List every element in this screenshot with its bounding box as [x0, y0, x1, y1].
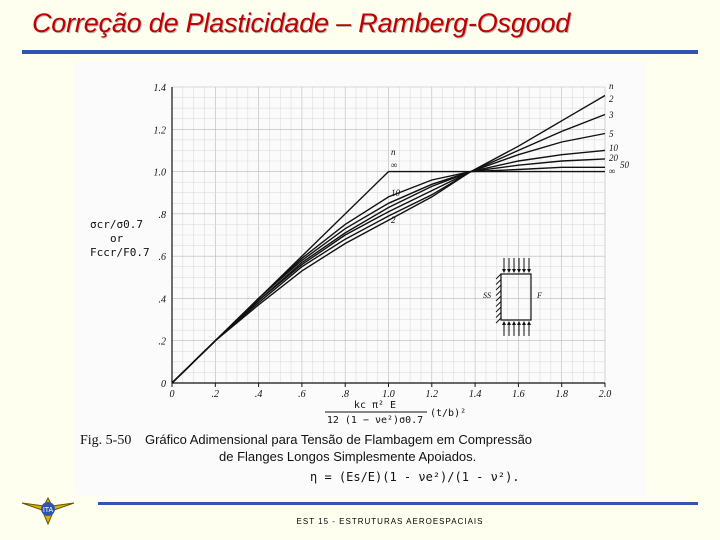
inset-support-hatch	[495, 279, 502, 285]
eta-formula: η = (Es/E)(1 - νe²)/(1 - ν²).	[310, 470, 520, 484]
inset-load-arrowhead	[517, 269, 521, 273]
curve-label-mid: ∞	[391, 160, 397, 170]
figure-number: Fig. 5-50	[80, 433, 132, 448]
inset-support-hatch	[495, 312, 502, 318]
figure-caption: Fig. 5-50 Gráfico Adimensional para Tens…	[80, 432, 640, 465]
y-tick-label: 1.2	[154, 125, 167, 136]
y-tick-label: .4	[159, 294, 167, 305]
x-tick-label: 2.0	[599, 389, 612, 400]
caption-line-1: Gráfico Adimensional para Tensão de Flam…	[144, 432, 533, 447]
curve-label-right: 5	[609, 129, 614, 139]
x-axis-label-ratio: (t/b)²	[430, 408, 466, 419]
curve-label-right: 2	[609, 94, 614, 104]
inset-load-arrowhead	[527, 269, 531, 273]
x-tick-label: 1.4	[469, 389, 482, 400]
inset-load-arrowhead	[522, 321, 526, 325]
curve-label-right: ∞	[609, 166, 615, 176]
curve-n-20	[171, 158, 606, 384]
x-tick-label: 0	[170, 389, 175, 400]
curve-n-3	[171, 113, 606, 384]
x-tick-label: 1.6	[512, 389, 525, 400]
curve-label-mid: 2	[391, 215, 396, 225]
inset-support-hatch	[495, 290, 502, 296]
inset-support-hatch	[495, 301, 502, 307]
y-axis-label-line-1: σcr/σ0.7	[90, 218, 143, 231]
curve-label-right: 10	[609, 143, 619, 153]
inset-label-left: SS	[483, 291, 491, 300]
curve-n-5	[171, 132, 606, 384]
curve-label-right: 50	[620, 160, 630, 170]
y-tick-label: 1.0	[154, 168, 167, 179]
inset-support-hatch	[495, 295, 502, 302]
x-tick-label: .4	[255, 389, 263, 400]
inset-support-hatch	[495, 273, 502, 280]
inset-support-hatch	[495, 306, 502, 313]
y-tick-label: 1.4	[154, 83, 167, 94]
footer-text: EST 15 - ESTRUTURAS AEROESPACIAIS	[296, 517, 484, 526]
inset-load-arrowhead	[507, 269, 511, 273]
inset-label-right: F	[536, 291, 542, 300]
y-axis-label-line-2: or	[110, 232, 124, 245]
inset-load-arrowhead	[502, 269, 506, 273]
curve-label-mid: 10	[391, 188, 401, 198]
x-tick-label: .8	[341, 389, 349, 400]
title-divider	[22, 50, 698, 54]
x-tick-label: .2	[212, 389, 220, 400]
y-tick-label: .2	[159, 337, 167, 348]
institution-logo-icon: ITA	[21, 496, 75, 526]
slide-title: Correção de Plasticidade – Ramberg-Osgoo…	[32, 8, 571, 38]
x-tick-label: 1.0	[382, 389, 395, 400]
footer-divider	[98, 502, 698, 505]
inset-load-arrowhead	[512, 321, 516, 325]
inset-support-hatch	[495, 284, 502, 291]
inset-plate	[500, 273, 532, 321]
curve-label-right: n	[609, 81, 614, 91]
x-tick-label: 1.2	[426, 389, 439, 400]
inset-load-arrowhead	[522, 269, 526, 273]
y-tick-label: .6	[159, 252, 167, 263]
y-axis-label-line-3: Fccr/F0.7	[90, 246, 150, 259]
curve-n-2	[171, 94, 606, 384]
curve-label-right: 20	[609, 153, 619, 163]
curve-label-mid: n	[391, 147, 396, 157]
inset-load-arrowhead	[517, 321, 521, 325]
svg-text:ITA: ITA	[43, 507, 54, 514]
inset-load-arrowhead	[527, 321, 531, 325]
caption-line-2: de Flanges Longos Simplesmente Apoiados.	[219, 449, 477, 464]
x-axis-label-numerator: kc π² E	[354, 400, 396, 411]
inset-load-arrowhead	[512, 269, 516, 273]
figure-panel: 0 .2 .4 .6 .8 1.0 1.2 1.4 1.6 1.8 2.0 0 .2 .4 .6 .8 1.0 1…	[75, 62, 646, 495]
inset-load-arrowhead	[502, 321, 506, 325]
x-tick-label: .6	[298, 389, 306, 400]
y-tick-label: 0	[161, 379, 166, 390]
buckling-chart: 0 .2 .4 .6 .8 1.0 1.2 1.4 1.6 1.8 2.0 0 .2 .4 .6 .8 1.0 1…	[90, 81, 630, 426]
x-axis-label-denominator: 12 (1 − νe²)σ0.7	[327, 415, 423, 426]
curve-label-right: 3	[608, 110, 614, 120]
x-tick-label: 1.8	[555, 389, 568, 400]
y-tick-label: .8	[159, 210, 167, 221]
inset-support-hatch	[495, 317, 502, 324]
inset-load-arrowhead	[507, 321, 511, 325]
